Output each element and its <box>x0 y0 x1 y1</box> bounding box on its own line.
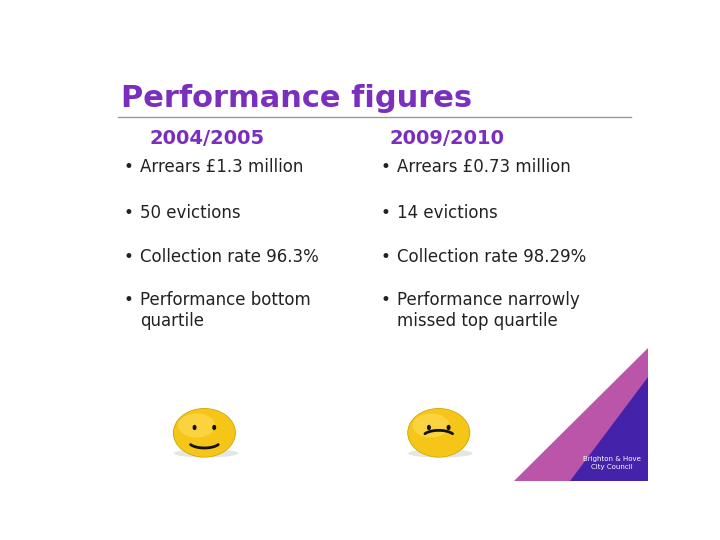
Text: •: • <box>124 292 133 309</box>
Text: •: • <box>380 292 390 309</box>
Text: Performance bottom
quartile: Performance bottom quartile <box>140 292 311 330</box>
Text: Performance narrowly
missed top quartile: Performance narrowly missed top quartile <box>397 292 580 330</box>
Ellipse shape <box>179 414 215 437</box>
Text: •: • <box>124 248 133 266</box>
Text: •: • <box>380 158 390 177</box>
Text: 50 evictions: 50 evictions <box>140 204 241 222</box>
Text: Arrears £0.73 million: Arrears £0.73 million <box>397 158 571 177</box>
Text: Performance figures: Performance figures <box>121 84 472 112</box>
Text: 14 evictions: 14 evictions <box>397 204 498 222</box>
Text: Collection rate 96.3%: Collection rate 96.3% <box>140 248 319 266</box>
Ellipse shape <box>413 414 449 437</box>
Text: •: • <box>380 204 390 222</box>
Ellipse shape <box>427 425 431 430</box>
Ellipse shape <box>192 425 197 430</box>
Text: Arrears £1.3 million: Arrears £1.3 million <box>140 158 304 177</box>
Ellipse shape <box>174 449 238 457</box>
Text: 2009/2010: 2009/2010 <box>390 129 505 149</box>
Ellipse shape <box>174 409 235 457</box>
Polygon shape <box>570 377 648 481</box>
Text: Collection rate 98.29%: Collection rate 98.29% <box>397 248 586 266</box>
Text: 2004/2005: 2004/2005 <box>150 129 265 149</box>
Text: Brighton & Hove
City Council: Brighton & Hove City Council <box>582 456 641 470</box>
Ellipse shape <box>173 408 236 457</box>
Text: •: • <box>380 248 390 266</box>
Ellipse shape <box>408 449 472 457</box>
Text: •: • <box>124 158 133 177</box>
Polygon shape <box>514 348 648 481</box>
Ellipse shape <box>408 409 469 457</box>
Ellipse shape <box>212 425 216 430</box>
Ellipse shape <box>446 425 451 430</box>
Text: •: • <box>124 204 133 222</box>
Ellipse shape <box>408 408 470 457</box>
